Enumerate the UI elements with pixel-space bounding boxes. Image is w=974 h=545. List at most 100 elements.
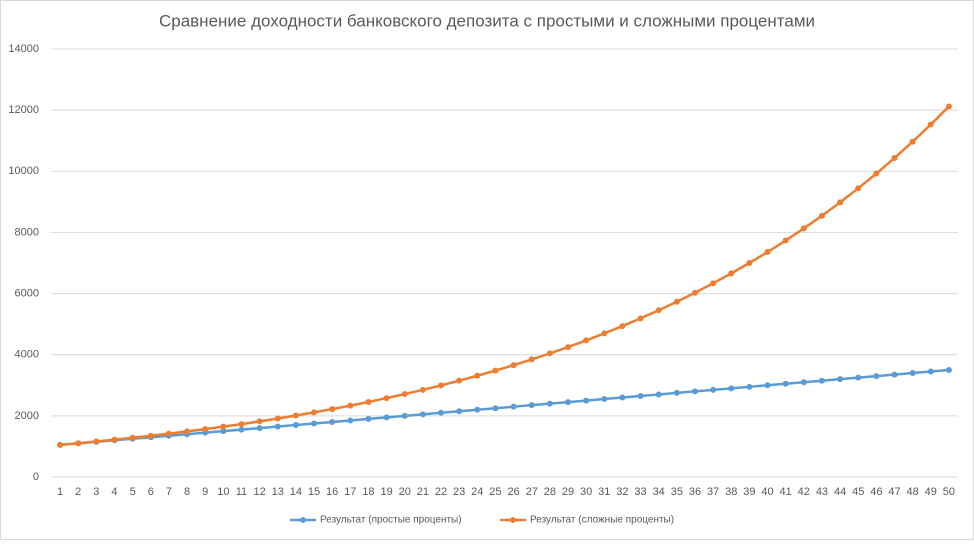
x-tick-label: 24 (471, 486, 483, 498)
data-point (184, 428, 191, 435)
data-point (601, 330, 608, 337)
data-point (292, 412, 299, 419)
data-point (510, 362, 517, 369)
data-point (238, 421, 245, 428)
data-point (728, 270, 735, 277)
data-point (619, 394, 626, 401)
data-point (329, 418, 336, 425)
data-point (75, 440, 82, 447)
x-tick-label: 43 (816, 486, 828, 498)
y-tick-label: 10000 (8, 165, 39, 177)
data-point (220, 428, 227, 435)
x-tick-label: 44 (834, 486, 846, 498)
data-point (655, 391, 662, 398)
data-point (292, 422, 299, 429)
data-point (347, 417, 354, 424)
x-tick-label: 16 (326, 486, 338, 498)
data-point (365, 398, 372, 405)
x-tick-label: 22 (435, 486, 447, 498)
data-point (691, 388, 698, 395)
data-point (274, 423, 281, 430)
data-point (855, 185, 862, 192)
data-point (546, 400, 553, 407)
x-tick-label: 36 (689, 486, 701, 498)
x-tick-label: 39 (743, 486, 755, 498)
data-point (401, 391, 408, 398)
chart-title: Сравнение доходности банковского депозит… (159, 11, 815, 30)
data-point (220, 423, 227, 430)
data-point (528, 356, 535, 363)
x-tick-label: 35 (671, 486, 683, 498)
data-point (728, 385, 735, 392)
data-point (710, 386, 717, 393)
data-point (782, 380, 789, 387)
data-point (111, 436, 118, 443)
data-point (510, 403, 517, 410)
x-tick-label: 28 (544, 486, 556, 498)
y-tick-label: 12000 (8, 104, 39, 116)
data-point (438, 409, 445, 416)
data-point (57, 441, 64, 448)
data-point (311, 420, 318, 427)
x-tick-label: 26 (507, 486, 519, 498)
x-tick-label: 27 (526, 486, 538, 498)
y-tick-label: 6000 (15, 287, 39, 299)
x-tick-label: 47 (888, 486, 900, 498)
data-point (637, 315, 644, 322)
y-tick-label: 14000 (8, 43, 39, 55)
data-point (329, 406, 336, 413)
x-tick-label: 12 (253, 486, 265, 498)
data-point (564, 344, 571, 351)
data-point (202, 426, 209, 433)
data-point (492, 367, 499, 374)
data-point (945, 367, 952, 373)
x-tick-label: 6 (148, 486, 154, 498)
x-tick-label: 5 (130, 486, 136, 498)
data-point (456, 377, 463, 384)
x-tick-label: 21 (417, 486, 429, 498)
x-tick-label: 7 (166, 486, 172, 498)
x-tick-label: 15 (308, 486, 320, 498)
series-line (59, 105, 950, 447)
data-point (311, 409, 318, 416)
data-point (256, 418, 263, 425)
x-tick-label: 37 (707, 486, 719, 498)
x-tick-label: 13 (272, 486, 284, 498)
y-tick-label: 8000 (15, 226, 39, 238)
data-point (891, 371, 898, 378)
data-point (891, 155, 898, 162)
x-tick-label: 11 (236, 486, 247, 498)
data-point (401, 412, 408, 419)
x-tick-label: 41 (780, 486, 792, 498)
data-point (347, 402, 354, 409)
data-point (800, 379, 807, 386)
data-point (456, 408, 463, 415)
x-tick-label: 17 (344, 486, 356, 498)
data-point (619, 323, 626, 330)
data-point (837, 376, 844, 383)
x-tick-label: 40 (761, 486, 773, 498)
data-point (238, 426, 245, 433)
data-point (873, 373, 880, 380)
legend-label: Результат (сложные проценты) (530, 515, 674, 526)
data-point (873, 170, 880, 177)
data-point (583, 337, 590, 344)
legend-marker (300, 517, 306, 523)
data-point (818, 377, 825, 384)
x-tick-label: 8 (184, 486, 190, 498)
data-point (818, 212, 825, 219)
x-tick-label: 49 (925, 486, 937, 498)
data-point (256, 425, 263, 432)
x-tick-label: 25 (489, 486, 501, 498)
data-point (655, 307, 662, 314)
x-tick-label: 38 (725, 486, 737, 498)
x-tick-label: 34 (653, 486, 665, 498)
data-point (165, 430, 172, 437)
data-point (601, 396, 608, 403)
data-point (746, 383, 753, 390)
x-tick-label: 2 (75, 486, 81, 498)
x-tick-label: 14 (290, 486, 302, 498)
data-point (673, 298, 680, 305)
data-point (383, 414, 390, 421)
